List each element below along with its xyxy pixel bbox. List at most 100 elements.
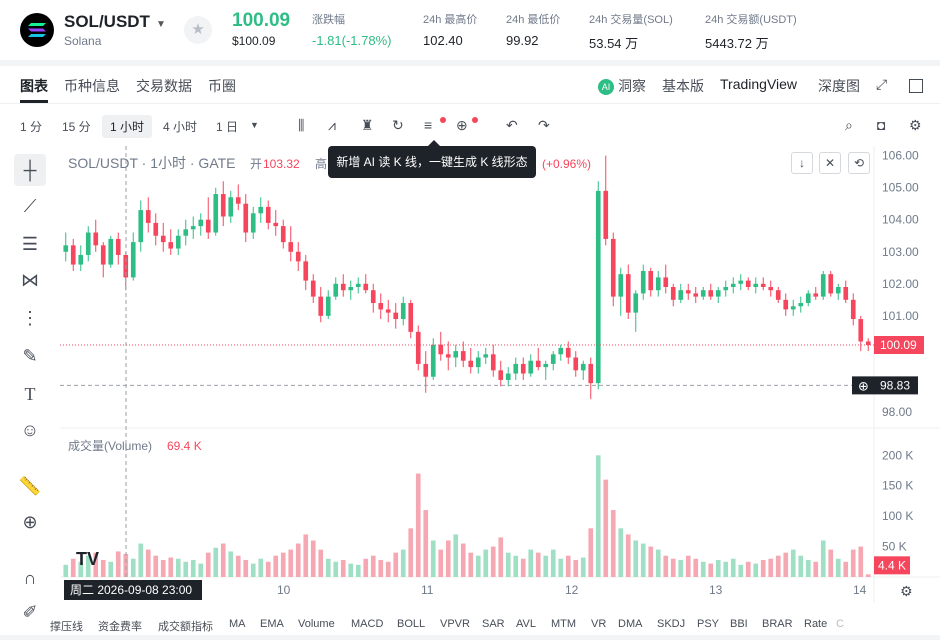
tab-tradingview[interactable]: TradingView	[720, 76, 798, 92]
redo-icon[interactable]: ↷	[538, 117, 550, 133]
candle-body	[513, 363, 519, 374]
collapse-icon[interactable]: ✕	[819, 152, 841, 174]
crosshair-tool-icon[interactable]: ┼	[14, 154, 46, 186]
candle-body	[93, 232, 99, 246]
candle-body	[738, 280, 744, 284]
volume-bar	[648, 546, 654, 577]
brush-tool-icon[interactable]: ✎	[22, 346, 38, 366]
stat-vol-usdt: 24h 交易额(USDT) 5443.72 万	[705, 11, 797, 52]
settings-icon[interactable]: ⚙	[909, 117, 922, 133]
ai-pattern-icon[interactable]: ≡	[424, 117, 433, 133]
volume-bar	[325, 558, 331, 577]
candle-body	[783, 299, 789, 310]
indicator-vr[interactable]: VR	[591, 618, 607, 630]
indicator-sar[interactable]: SAR	[482, 618, 505, 630]
volume-bar	[310, 540, 316, 577]
pattern-tool-icon[interactable]: ⋈	[21, 270, 39, 290]
solana-logo-icon	[20, 13, 54, 47]
fib-tool-icon[interactable]: ⋮	[21, 308, 39, 328]
refresh-icon[interactable]: ⟲	[848, 152, 870, 174]
replay-icon[interactable]: ↻	[392, 117, 404, 133]
candle-body	[745, 280, 751, 287]
camera-icon[interactable]: ◘	[877, 117, 886, 133]
indicator-ma[interactable]: MA	[229, 618, 246, 630]
text-tool-icon[interactable]: T	[24, 384, 36, 404]
price-chart[interactable]: 106.00 105.00 104.00 103.00 102.00 101.00 98.0…	[56, 146, 940, 635]
interval-dropdown-icon[interactable]: ▼	[250, 120, 259, 130]
emoji-tool-icon[interactable]: ☺	[20, 420, 40, 440]
scroll-down-icon[interactable]: ↓	[791, 152, 813, 174]
tab-coin-info[interactable]: 币种信息	[64, 78, 120, 94]
candle-body	[505, 373, 511, 380]
candle-body	[850, 299, 856, 320]
volume-bar	[738, 564, 744, 577]
stat-low-value: 99.92	[506, 33, 539, 48]
candle-body	[558, 347, 564, 355]
lock-tool-icon[interactable]: ✐	[22, 602, 38, 622]
volume-bar	[693, 558, 699, 577]
search-icon[interactable]: ⌕	[845, 117, 853, 133]
insight-button[interactable]: AI 洞察	[598, 76, 646, 96]
volume-bar	[843, 561, 849, 577]
indicator-skdj[interactable]: SKDJ	[657, 618, 686, 630]
candle-body	[768, 287, 774, 291]
indicators-icon[interactable]: ⩘	[328, 117, 336, 133]
indicator-boll[interactable]: BOLL	[397, 618, 426, 630]
time-axis-label: 10	[277, 583, 291, 597]
indicator-rate[interactable]: Rate	[804, 618, 828, 630]
tab-trade-data[interactable]: 交易数据	[136, 78, 192, 94]
indicator-avl[interactable]: AVL	[516, 618, 536, 630]
indicator-volume[interactable]: Volume	[298, 618, 335, 630]
volume-bar	[768, 558, 774, 577]
symbol-selector[interactable]: SOL/USDT ▼	[64, 12, 166, 32]
volume-bar	[273, 555, 279, 577]
volume-bar	[753, 563, 759, 577]
add-icon[interactable]: ⊕	[456, 117, 468, 133]
window-icon[interactable]	[909, 79, 923, 93]
interval-1m[interactable]: 1 分	[20, 120, 43, 134]
candle-body	[333, 283, 339, 297]
volume-bar	[603, 479, 609, 577]
ruler-tool-icon[interactable]: 📏	[18, 476, 42, 496]
expand-icon[interactable]: ⤢	[876, 76, 888, 92]
interval-1d[interactable]: 1 日	[216, 120, 239, 134]
magnet-tool-icon[interactable]: ∩	[23, 568, 37, 588]
indicator-funding[interactable]: 资金费率	[98, 621, 142, 633]
indicator-psy[interactable]: PSY	[697, 618, 720, 630]
candle-body	[100, 245, 106, 265]
tab-coin-circle[interactable]: 币圈	[208, 78, 236, 94]
ai-pattern-badge	[440, 117, 446, 123]
candle-body	[843, 287, 849, 300]
zoom-in-tool-icon[interactable]: ⊕	[22, 512, 38, 532]
candle-body	[663, 277, 669, 287]
interval-4h[interactable]: 4 小时	[163, 120, 198, 134]
horizontal-lines-tool-icon[interactable]: ☰	[21, 234, 39, 254]
indicator-bbi[interactable]: BBI	[730, 618, 748, 630]
indicator-vpvr[interactable]: VPVR	[440, 618, 470, 630]
indicator-turnover[interactable]: 成交额指标	[158, 621, 213, 633]
favorite-star-icon[interactable]: ★	[184, 16, 212, 44]
volume-bar	[655, 549, 661, 577]
indicator-mtm[interactable]: MTM	[551, 618, 577, 630]
undo-icon[interactable]: ↶	[506, 117, 518, 133]
indicator-ema[interactable]: EMA	[260, 618, 284, 630]
indicator-more[interactable]: C	[836, 618, 844, 630]
price-axis-label: 104.00	[882, 213, 919, 227]
indicator-support[interactable]: 撑压线	[50, 621, 83, 633]
volume-bar	[468, 552, 474, 577]
candle-body	[408, 303, 414, 332]
tab-basic[interactable]: 基本版	[662, 78, 704, 94]
alert-icon[interactable]: ♜	[361, 117, 374, 133]
trendline-tool-icon[interactable]: ⟋	[23, 196, 37, 216]
interval-15m[interactable]: 15 分	[62, 120, 91, 134]
indicator-brar[interactable]: BRAR	[762, 618, 793, 630]
indicator-dma[interactable]: DMA	[618, 618, 643, 630]
interval-1h[interactable]: 1 小时	[102, 115, 153, 138]
volume-bar	[565, 555, 571, 577]
tab-chart[interactable]: 图表	[20, 78, 48, 94]
candle-body	[633, 293, 639, 313]
candlestick-chart-svg[interactable]: 106.00 105.00 104.00 103.00 102.00 101.00 98.0…	[56, 146, 940, 635]
candle-type-icon[interactable]: ⫼	[298, 117, 305, 133]
tab-depth[interactable]: 深度图	[818, 78, 860, 94]
indicator-macd[interactable]: MACD	[351, 618, 384, 630]
